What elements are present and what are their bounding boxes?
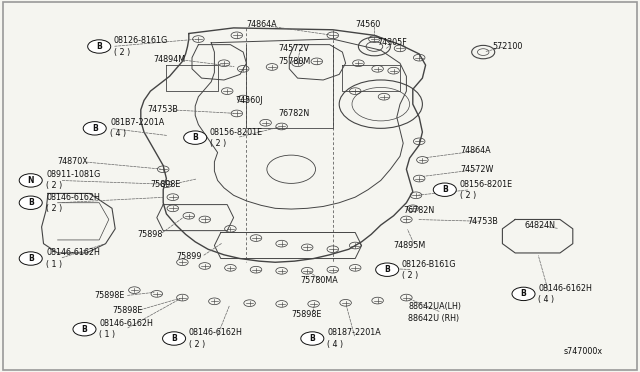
Circle shape (19, 252, 42, 265)
Text: B: B (82, 325, 87, 334)
Text: 64824N: 64824N (525, 221, 556, 230)
Circle shape (19, 196, 42, 209)
Text: B: B (521, 289, 526, 298)
Text: B: B (28, 254, 33, 263)
Circle shape (19, 174, 42, 187)
Text: 08156-8201E
( 2 ): 08156-8201E ( 2 ) (210, 128, 263, 148)
Circle shape (301, 332, 324, 345)
Text: 74753B: 74753B (147, 105, 178, 114)
Text: s747000x: s747000x (563, 347, 602, 356)
Text: 74864A: 74864A (461, 146, 492, 155)
Text: 74864A: 74864A (246, 20, 277, 29)
Text: B: B (193, 133, 198, 142)
Text: 08126-8161G
( 2 ): 08126-8161G ( 2 ) (114, 36, 168, 57)
Circle shape (512, 287, 535, 301)
Text: 08146-6162H
( 1 ): 08146-6162H ( 1 ) (99, 319, 153, 339)
Text: 08187-2201A
( 4 ): 08187-2201A ( 4 ) (327, 328, 381, 349)
Text: 081B7-2201A
( 4 ): 081B7-2201A ( 4 ) (110, 118, 164, 138)
Text: 74894M: 74894M (154, 55, 186, 64)
Text: 08146-6162H
( 4 ): 08146-6162H ( 4 ) (538, 284, 592, 304)
Text: 75898E: 75898E (291, 310, 321, 319)
Text: 74560: 74560 (355, 20, 380, 29)
Text: 74870X: 74870X (58, 157, 88, 166)
Text: B: B (385, 265, 390, 274)
Text: 74305F: 74305F (378, 38, 407, 47)
Text: 76782N: 76782N (278, 109, 310, 118)
Circle shape (433, 183, 456, 196)
Text: 08126-B161G
( 2 ): 08126-B161G ( 2 ) (402, 260, 456, 280)
Circle shape (184, 131, 207, 144)
Text: 08146-6162H
( 2 ): 08146-6162H ( 2 ) (46, 193, 100, 213)
Text: 74895M: 74895M (394, 241, 426, 250)
Text: 75780M: 75780M (278, 57, 310, 66)
Text: 572100: 572100 (493, 42, 523, 51)
Text: 08156-8201E
( 2 ): 08156-8201E ( 2 ) (460, 180, 513, 200)
Text: B: B (28, 198, 33, 207)
Text: B: B (442, 185, 447, 194)
Text: B: B (92, 124, 97, 133)
Text: 75898E: 75898E (150, 180, 180, 189)
Text: 08911-1081G
( 2 ): 08911-1081G ( 2 ) (46, 170, 100, 190)
Text: 75898E: 75898E (112, 306, 142, 315)
Text: 08146-6162H
( 1 ): 08146-6162H ( 1 ) (46, 248, 100, 269)
Text: 74753B: 74753B (467, 217, 498, 226)
Text: 88642UA(LH)
88642U (RH): 88642UA(LH) 88642U (RH) (408, 302, 461, 323)
Text: 74572W: 74572W (461, 165, 494, 174)
Circle shape (83, 122, 106, 135)
Circle shape (163, 332, 186, 345)
Text: B: B (310, 334, 315, 343)
Text: 75898: 75898 (138, 230, 163, 239)
Text: 75899: 75899 (176, 252, 202, 261)
Text: B: B (97, 42, 102, 51)
Text: 76782N: 76782N (403, 206, 435, 215)
Text: B: B (172, 334, 177, 343)
Text: 08146-6162H
( 2 ): 08146-6162H ( 2 ) (189, 328, 243, 349)
Circle shape (88, 40, 111, 53)
Circle shape (73, 323, 96, 336)
Text: 74572V: 74572V (278, 44, 309, 53)
Circle shape (376, 263, 399, 276)
Text: N: N (28, 176, 34, 185)
Text: 74560J: 74560J (236, 96, 263, 105)
Text: 75898E: 75898E (95, 291, 125, 300)
Text: 75780MA: 75780MA (301, 276, 339, 285)
